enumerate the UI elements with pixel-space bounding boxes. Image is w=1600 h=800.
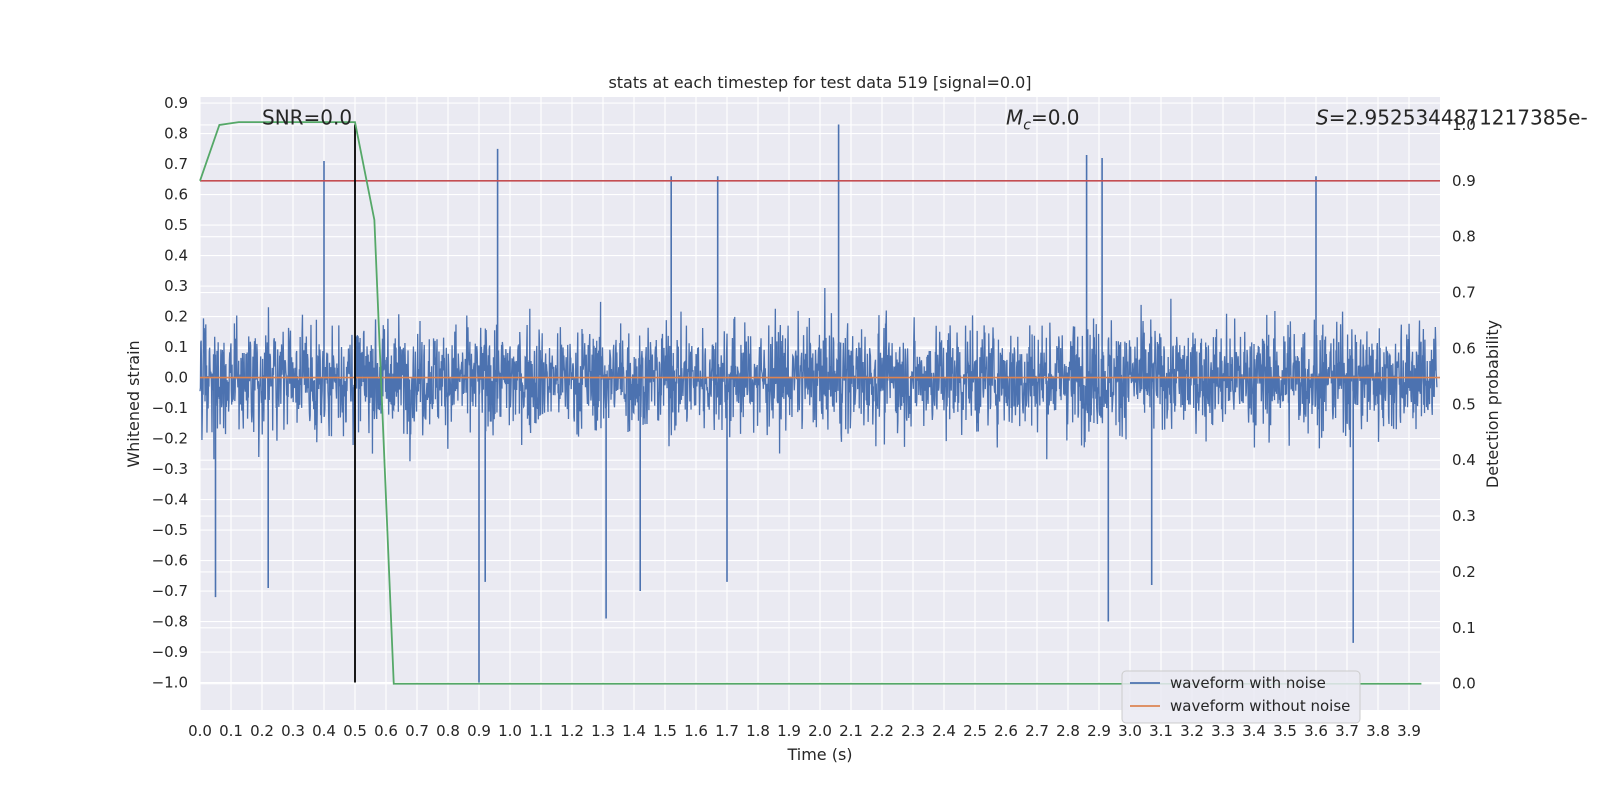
noise-trace bbox=[199, 287, 1438, 462]
series-waveform-with-noise bbox=[199, 124, 1438, 683]
x-tick-label: 0.1 bbox=[219, 722, 243, 740]
legend-label: waveform with noise bbox=[1170, 674, 1326, 692]
x-tick-label: 2.2 bbox=[870, 722, 894, 740]
y-tick-label: −0.3 bbox=[152, 460, 188, 478]
x-tick-label: 3.7 bbox=[1335, 722, 1359, 740]
y-tick-label: 0.0 bbox=[164, 369, 188, 387]
y-tick-label: 0.8 bbox=[164, 125, 188, 143]
y2-tick-label: 0.0 bbox=[1452, 675, 1476, 693]
y-tick-label: −0.6 bbox=[152, 552, 188, 570]
x-tick-label: 1.5 bbox=[653, 722, 677, 740]
y-tick-label: −0.1 bbox=[152, 399, 188, 417]
x-tick-label: 2.0 bbox=[808, 722, 832, 740]
y2-tick-label: 0.5 bbox=[1452, 395, 1476, 413]
x-tick-label: 2.6 bbox=[994, 722, 1018, 740]
x-tick-label: 3.4 bbox=[1242, 722, 1266, 740]
annotation-1: Mc=0.0 bbox=[1006, 105, 1080, 133]
y2-tick-label: 0.2 bbox=[1452, 563, 1476, 581]
y2-tick-label: 0.4 bbox=[1452, 451, 1476, 469]
x-tick-label: 0.0 bbox=[188, 722, 212, 740]
x-tick-label: 3.0 bbox=[1118, 722, 1142, 740]
y-tick-label: 0.4 bbox=[164, 247, 188, 265]
x-tick-label: 3.1 bbox=[1149, 722, 1173, 740]
x-tick-label: 3.9 bbox=[1397, 722, 1421, 740]
x-tick-label: 1.3 bbox=[591, 722, 615, 740]
probability-trace bbox=[199, 121, 1422, 685]
x-tick-label: 3.6 bbox=[1304, 722, 1328, 740]
y2-tick-label: 0.6 bbox=[1452, 339, 1476, 357]
annotation-0: SNR=0.0 bbox=[262, 105, 352, 129]
y-tick-label: −0.8 bbox=[152, 613, 188, 631]
y-tick-label: −0.5 bbox=[152, 521, 188, 539]
x-tick-label: 0.7 bbox=[405, 722, 429, 740]
x-tick-label: 0.3 bbox=[281, 722, 305, 740]
annotations: SNR=0.0 Mc=0.0 S=2.9525344871217385e- bbox=[262, 105, 1588, 133]
y-tick-label: 0.7 bbox=[164, 155, 188, 173]
x-tick-label: 1.2 bbox=[560, 722, 584, 740]
y-tick-label: 0.2 bbox=[164, 308, 188, 326]
y2-tick-label: 0.3 bbox=[1452, 507, 1476, 525]
y-tick-label: −0.2 bbox=[152, 430, 188, 448]
y-tick-label: 0.1 bbox=[164, 338, 188, 356]
x-tick-label: 3.5 bbox=[1273, 722, 1297, 740]
y2-tick-label: 0.9 bbox=[1452, 172, 1476, 190]
x-tick-label: 3.3 bbox=[1211, 722, 1235, 740]
x-tick-label: 1.7 bbox=[715, 722, 739, 740]
y2-axis-label: Detection probability bbox=[1483, 320, 1502, 488]
x-tick-label: 2.3 bbox=[901, 722, 925, 740]
reference-lines bbox=[200, 124, 1440, 683]
series-detection-probability bbox=[199, 121, 1422, 685]
x-tick-label: 1.8 bbox=[746, 722, 770, 740]
y-tick-label: −0.9 bbox=[152, 643, 188, 661]
legend-label: waveform without noise bbox=[1170, 697, 1350, 715]
x-tick-label: 2.1 bbox=[839, 722, 863, 740]
y-axis-label: Whitened strain bbox=[124, 340, 143, 467]
y2-tick-label: 0.7 bbox=[1452, 284, 1476, 302]
x-tick-label: 1.1 bbox=[529, 722, 553, 740]
x-tick-label: 0.2 bbox=[250, 722, 274, 740]
x-tick-label: 2.4 bbox=[932, 722, 956, 740]
x-tick-label: 2.8 bbox=[1056, 722, 1080, 740]
legend-box bbox=[1121, 670, 1361, 724]
y-tick-label: −0.7 bbox=[152, 582, 188, 600]
y-tick-label: 0.3 bbox=[164, 277, 188, 295]
y2-tick-label: 1.0 bbox=[1452, 116, 1476, 134]
x-tick-label: 0.8 bbox=[436, 722, 460, 740]
x-tick-label: 1.6 bbox=[684, 722, 708, 740]
y-tick-label: −0.4 bbox=[152, 491, 188, 509]
x-tick-label: 2.7 bbox=[1025, 722, 1049, 740]
x-tick-label: 0.5 bbox=[343, 722, 367, 740]
y-tick-label: 0.6 bbox=[164, 186, 188, 204]
x-tick-label: 1.0 bbox=[498, 722, 522, 740]
x-tick-label: 3.2 bbox=[1180, 722, 1204, 740]
y-tick-label: 0.9 bbox=[164, 94, 188, 112]
x-tick-label: 0.9 bbox=[467, 722, 491, 740]
chart-title: stats at each timestep for test data 519… bbox=[608, 73, 1031, 92]
x-tick-label: 1.9 bbox=[777, 722, 801, 740]
y2-tick-label: 0.1 bbox=[1452, 619, 1476, 637]
x-tick-label: 2.9 bbox=[1087, 722, 1111, 740]
x-axis-label: Time (s) bbox=[786, 745, 852, 764]
x-tick-label: 3.8 bbox=[1366, 722, 1390, 740]
annotation-2: S=2.9525344871217385e- bbox=[1316, 105, 1588, 129]
x-tick-label: 0.6 bbox=[374, 722, 398, 740]
x-tick-label: 0.4 bbox=[312, 722, 336, 740]
ticks: 0.0 0.1 0.2 0.3 0.4 0.5 0.6 0.7 0.8 0.9 1.0 1.1 1.2 1… bbox=[152, 94, 1476, 740]
y-tick-label: −1.0 bbox=[152, 674, 188, 692]
y2-tick-label: 0.8 bbox=[1452, 228, 1476, 246]
x-tick-label: 2.5 bbox=[963, 722, 987, 740]
legend: waveform with noise waveform without nois… bbox=[1121, 670, 1361, 724]
x-tick-label: 1.4 bbox=[622, 722, 646, 740]
y-tick-label: 0.5 bbox=[164, 216, 188, 234]
